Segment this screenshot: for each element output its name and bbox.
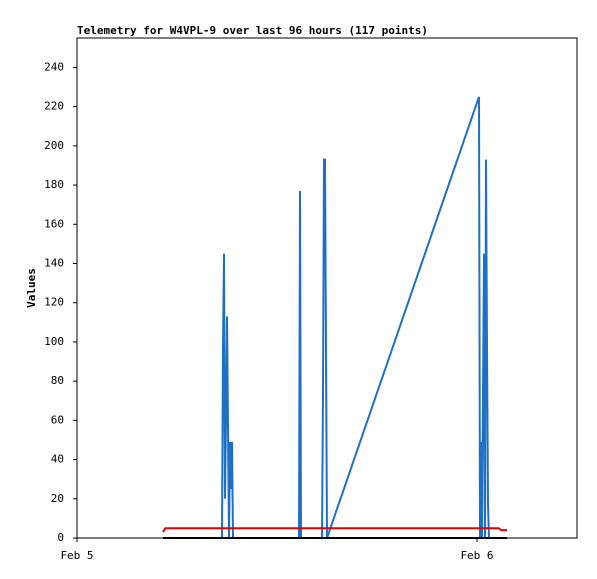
- y-tick-label: 220: [44, 100, 64, 113]
- y-tick-label: 120: [44, 296, 64, 309]
- y-tick-label: 20: [51, 492, 64, 505]
- y-tick-label: 200: [44, 139, 64, 152]
- y-tick-label: 180: [44, 178, 64, 191]
- y-tick-label: 40: [51, 453, 64, 466]
- y-tick-label: 240: [44, 60, 64, 73]
- series-line: [162, 527, 507, 533]
- y-tick-label: 160: [44, 217, 64, 230]
- chart-title: Telemetry for W4VPL-9 over last 96 hours…: [77, 24, 428, 37]
- y-axis-label: Values: [25, 268, 38, 308]
- y-tick-label: 100: [44, 335, 64, 348]
- series-line: [163, 96, 507, 539]
- y-tick-label: 0: [57, 531, 64, 544]
- x-tick-label: Feb 5: [60, 549, 93, 562]
- x-tick-label: Feb 6: [460, 549, 493, 562]
- y-tick-label: 80: [51, 374, 64, 387]
- y-tick-label: 60: [51, 413, 64, 426]
- y-tick-label: 140: [44, 256, 64, 269]
